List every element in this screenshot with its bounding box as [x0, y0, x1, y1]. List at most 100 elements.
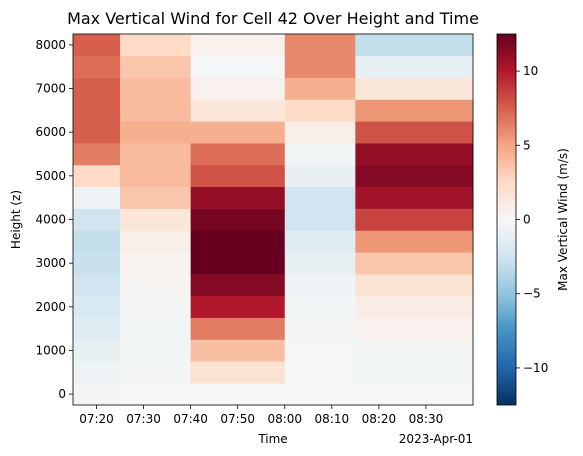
heatmap-cell	[190, 164, 286, 188]
heatmap-cell	[190, 252, 286, 275]
heatmap-cell	[120, 317, 191, 340]
heatmap-cell	[190, 186, 286, 209]
heatmap-cell	[284, 274, 356, 297]
heatmap-cell	[284, 143, 356, 166]
heatmap-cell	[120, 339, 191, 362]
heatmap-cell	[190, 121, 286, 144]
x-tick-label: 07:30	[126, 412, 161, 426]
heatmap-cell	[73, 230, 121, 253]
heatmap-cell	[120, 274, 191, 297]
colorbar-tick-label: 10	[523, 64, 538, 78]
heatmap-cell	[355, 274, 474, 297]
heatmap-cell	[284, 317, 356, 340]
heatmap-cell	[355, 186, 474, 209]
heatmap-cell	[284, 383, 356, 406]
y-tick-label: 6000	[35, 125, 66, 139]
heatmap-cell	[120, 164, 191, 188]
heatmap-cell	[190, 99, 286, 122]
y-tick-label: 7000	[35, 82, 66, 96]
heatmap-cell	[73, 77, 121, 100]
heatmap-cell	[73, 274, 121, 297]
heatmap-cell	[120, 34, 191, 57]
heatmap-cell	[355, 317, 474, 340]
heatmap-cell	[120, 186, 191, 209]
colorbar-tick-label: −5	[523, 287, 541, 301]
heatmap-cell	[73, 383, 121, 406]
x-tick-label: 08:20	[362, 412, 397, 426]
heatmap-cell	[120, 383, 191, 406]
heatmap-cell	[190, 143, 286, 166]
x-axis-ticks: 07:20 07:30 07:40 07:50 08:00 08:10 08:20 08:30	[79, 405, 443, 426]
heatmap-cell	[120, 208, 191, 231]
x-axis-label: Time	[257, 432, 287, 446]
heatmap-cell	[284, 121, 356, 144]
heatmap-cell	[190, 295, 286, 318]
heatmap-cell	[190, 317, 286, 340]
heatmap-cell	[284, 361, 356, 384]
heatmap-cell	[73, 55, 121, 78]
y-axis-ticks: 0 1000 2000 3000 4000 5000 6000 7000 8000	[35, 38, 73, 401]
y-tick-label: 0	[58, 387, 66, 401]
heatmap-cell	[120, 361, 191, 384]
heatmap-cell	[190, 77, 286, 100]
heatmap-cell	[284, 77, 356, 100]
heatmap-cell	[284, 55, 356, 78]
heatmap-cell	[284, 208, 356, 231]
heatmap-cell	[355, 55, 474, 78]
heatmap-cell	[284, 339, 356, 362]
y-tick-label: 1000	[35, 343, 66, 357]
heatmap-cell	[355, 252, 474, 275]
y-tick-label: 5000	[35, 169, 66, 183]
heatmap-cell	[190, 383, 286, 406]
heatmap-cell	[120, 99, 191, 122]
heatmap-cell	[284, 99, 356, 122]
x-tick-label: 07:40	[173, 412, 208, 426]
heatmap-cell	[120, 252, 191, 275]
heatmap-cells	[73, 34, 474, 406]
heatmap-cell	[73, 99, 121, 122]
x-tick-label: 07:50	[220, 412, 255, 426]
heatmap-cell	[355, 208, 474, 231]
heatmap-cell	[73, 164, 121, 188]
heatmap-cell	[73, 34, 121, 57]
heatmap-cell	[190, 274, 286, 297]
heatmap-cell	[355, 34, 474, 57]
chart-title: Max Vertical Wind for Cell 42 Over Heigh…	[67, 9, 479, 28]
heatmap-cell	[190, 230, 286, 253]
heatmap-cell	[284, 252, 356, 275]
heatmap-cell	[120, 230, 191, 253]
colorbar	[496, 33, 517, 406]
heatmap-cell	[190, 208, 286, 231]
heatmap-cell	[355, 99, 474, 122]
heatmap-cell	[120, 77, 191, 100]
heatmap-cell	[284, 186, 356, 209]
heatmap-cell	[73, 295, 121, 318]
y-axis-label: Height (z)	[9, 190, 23, 249]
x-tick-label: 07:20	[79, 412, 114, 426]
heatmap-cell	[73, 252, 121, 275]
colorbar-ticks: −10 −5 0 5 10	[516, 64, 548, 375]
heatmap-cell	[284, 230, 356, 253]
heatmap-cell	[190, 55, 286, 78]
heatmap-cell	[73, 361, 121, 384]
heatmap-cell	[355, 383, 474, 406]
heatmap-cell	[355, 339, 474, 362]
colorbar-tick-label: 0	[523, 213, 531, 227]
heatmap-cell	[120, 295, 191, 318]
heatmap-cell	[355, 361, 474, 384]
x-tick-label: 08:30	[409, 412, 444, 426]
heatmap-cell	[284, 295, 356, 318]
heatmap-cell	[73, 143, 121, 166]
heatmap-cell	[190, 34, 286, 57]
heatmap-cell	[355, 230, 474, 253]
heatmap-cell	[355, 143, 474, 166]
colorbar-tick-label: 5	[523, 138, 531, 152]
y-tick-label: 3000	[35, 256, 66, 270]
heatmap-cell	[284, 164, 356, 188]
heatmap-cell	[355, 164, 474, 188]
colorbar-label: Max Vertical Wind (m/s)	[556, 148, 570, 291]
heatmap-cell	[190, 361, 286, 384]
heatmap-cell	[120, 143, 191, 166]
heatmap-cell	[284, 34, 356, 57]
